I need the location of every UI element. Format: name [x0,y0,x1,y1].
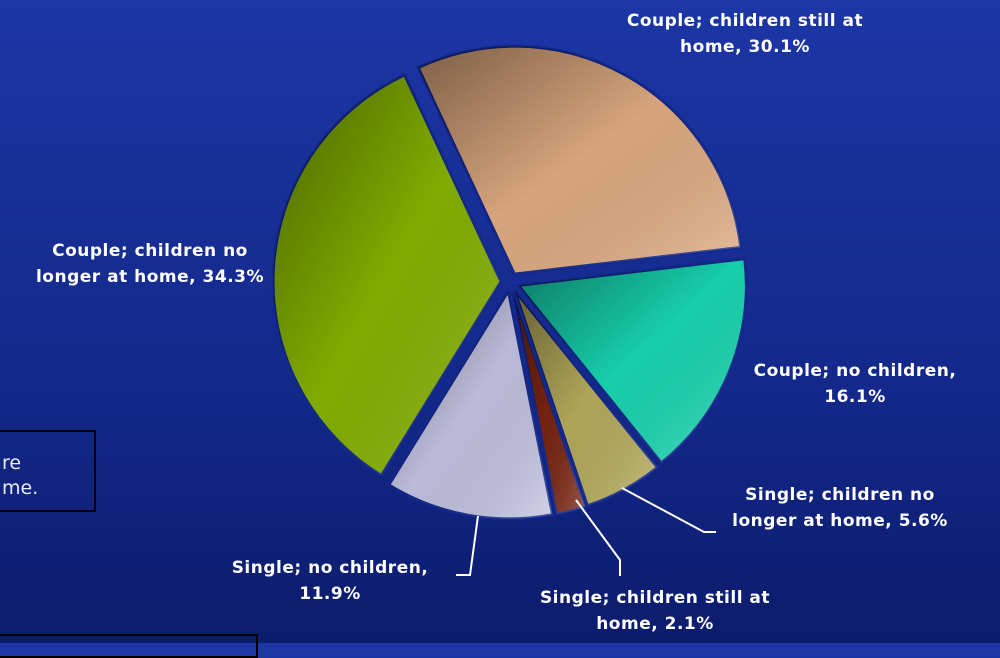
slice-shade [512,290,586,515]
data-label: Couple; no children, 16.1% [753,361,957,407]
label-value: 5.6% [898,511,948,531]
slice-shade [388,290,553,519]
leader-line [456,515,479,576]
leader-line [575,499,621,576]
slice-shade [418,46,741,275]
text-box [0,634,258,658]
data-label: Single; children still at home, 2.1% [539,588,771,634]
leader-line [621,487,716,533]
label-category: Couple; children no longer at home [35,241,248,287]
data-label: Couple; children no longer at home, 34.3… [35,241,265,287]
label-category: Single; children no longer at home [732,485,935,531]
data-label: Single; children no longer at home, 5.6% [732,485,948,531]
label-value: 30.1% [748,37,810,57]
slice-shade [518,258,747,463]
label-value: 34.3% [202,267,265,287]
label-category: Couple; children still at home [626,11,864,57]
label-value: 11.9% [299,584,361,604]
text-box: re me. [0,430,96,512]
chart [271,44,748,576]
pie [271,44,748,521]
label-category: Couple; no children [753,361,950,381]
slice-shade [514,289,658,506]
data-label: Couple; children still at home, 30.1% [626,11,864,57]
label-category: Single; no children [231,558,422,578]
data-label: Single; no children, 11.9% [231,558,429,604]
label-value: 2.1% [664,614,714,634]
slice-shade [273,74,502,476]
label-value: 16.1% [824,387,886,407]
box-text: re [2,452,22,474]
label-category: Single; children still at home [539,588,771,634]
box-text: me. [2,477,39,499]
leaders [456,487,716,576]
